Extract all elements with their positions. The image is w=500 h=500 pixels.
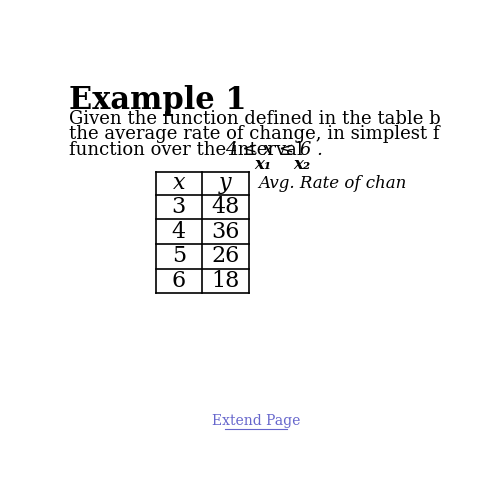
Text: x: x xyxy=(172,172,185,194)
Text: Avg. Rate of chan: Avg. Rate of chan xyxy=(258,174,406,192)
Text: 26: 26 xyxy=(211,246,240,268)
Text: the average rate of change, in simplest f: the average rate of change, in simplest … xyxy=(68,126,439,144)
Text: 36: 36 xyxy=(211,220,240,242)
Text: y: y xyxy=(219,172,232,194)
Text: x₁: x₁ xyxy=(254,156,272,174)
Text: 3: 3 xyxy=(172,196,186,218)
Text: 6: 6 xyxy=(172,270,186,292)
Text: 5: 5 xyxy=(172,246,186,268)
Text: Given the function defined in the table b: Given the function defined in the table … xyxy=(68,110,440,128)
Text: 4: 4 xyxy=(172,220,186,242)
Text: Example 1: Example 1 xyxy=(68,84,246,116)
Text: 4 ≤ x ≤ 6 .: 4 ≤ x ≤ 6 . xyxy=(225,141,323,159)
Text: 48: 48 xyxy=(211,196,240,218)
Text: x₂: x₂ xyxy=(294,156,310,174)
Text: 18: 18 xyxy=(211,270,240,292)
Text: function over the interval: function over the interval xyxy=(68,141,302,159)
Text: Extend Page: Extend Page xyxy=(212,414,300,428)
